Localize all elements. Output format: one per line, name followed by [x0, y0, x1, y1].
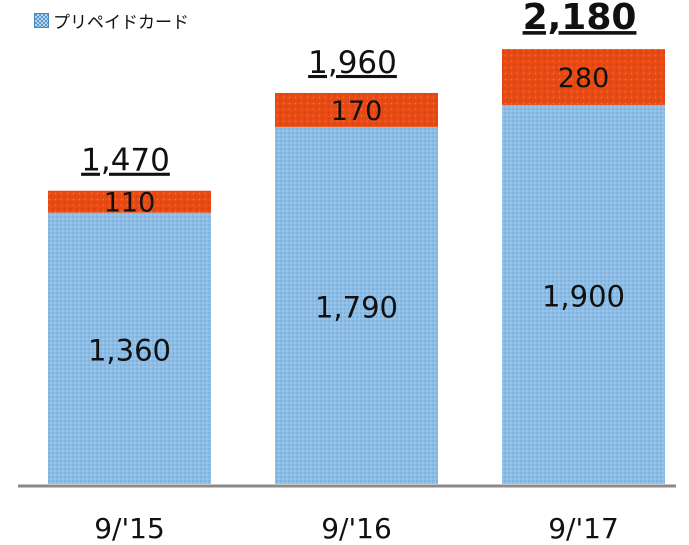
bar-segment-prepaid-0 [48, 212, 211, 484]
x-tick-label-1: 9/'16 [321, 512, 392, 545]
segment-label-prepaid-0: 1,360 [88, 333, 171, 367]
legend-label: プリペイドカード [53, 13, 189, 33]
segment-label-other-0: 110 [104, 188, 156, 219]
segment-label-other-1: 170 [331, 96, 383, 127]
bar-segment-prepaid-1 [275, 126, 438, 485]
bar-segment-other-2 [502, 49, 665, 105]
total-label-0: 1,470 [81, 143, 170, 179]
segment-label-prepaid-2: 1,900 [542, 279, 625, 313]
x-tick-label-0: 9/'15 [94, 512, 165, 545]
bar-segment-other-1 [275, 92, 438, 127]
total-label-2: 2,180 [523, 0, 637, 38]
bar-segment-other-0 [48, 190, 211, 213]
legend: プリペイドカード [34, 8, 189, 33]
segment-label-other-2: 280 [558, 63, 610, 94]
bar-segment-prepaid-2 [502, 104, 665, 484]
total-label-1: 1,960 [308, 45, 397, 81]
legend-swatch [34, 13, 49, 28]
x-tick-label-2: 9/'17 [548, 512, 619, 545]
segment-label-prepaid-1: 1,790 [315, 290, 398, 324]
